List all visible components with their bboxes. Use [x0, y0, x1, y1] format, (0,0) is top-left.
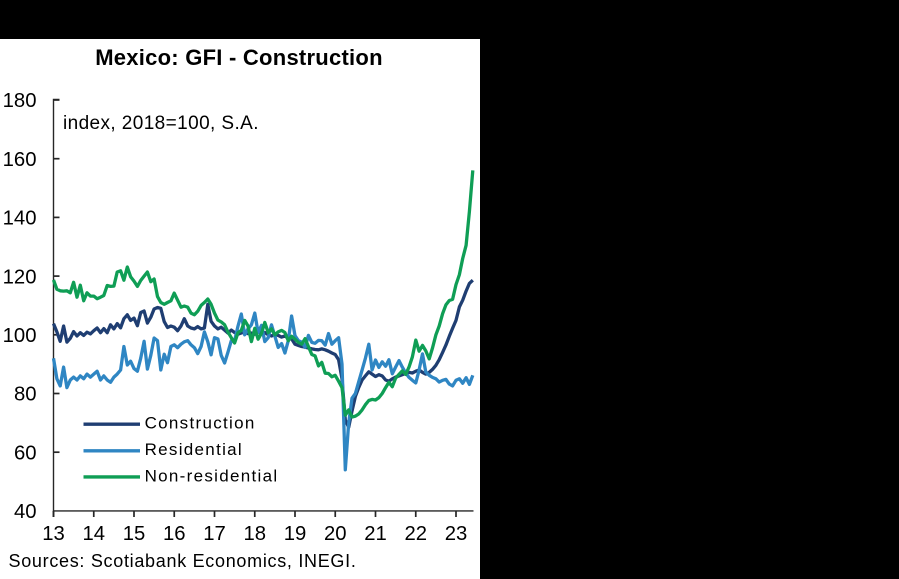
svg-text:Mexico: GFI - Construction: Mexico: GFI - Construction	[95, 45, 383, 70]
svg-text:16: 16	[163, 523, 186, 545]
svg-text:17: 17	[203, 523, 226, 545]
svg-text:15: 15	[123, 523, 146, 545]
svg-text:Construction: Construction	[145, 413, 256, 432]
svg-text:21: 21	[364, 523, 387, 545]
svg-text:180: 180	[3, 90, 37, 112]
svg-text:18: 18	[243, 523, 266, 545]
svg-text:23: 23	[445, 523, 468, 545]
svg-text:index, 2018=100, S.A.: index, 2018=100, S.A.	[63, 113, 259, 134]
svg-text:60: 60	[14, 442, 37, 464]
svg-text:140: 140	[3, 207, 37, 229]
svg-text:40: 40	[14, 501, 37, 523]
svg-text:20: 20	[324, 523, 347, 545]
svg-text:160: 160	[3, 148, 37, 170]
svg-text:22: 22	[404, 523, 427, 545]
svg-text:100: 100	[3, 325, 37, 347]
svg-text:120: 120	[3, 266, 37, 288]
svg-text:Sources: Scotiabank Economics,: Sources: Scotiabank Economics, INEGI.	[9, 550, 357, 570]
svg-text:19: 19	[284, 523, 307, 545]
svg-text:13: 13	[42, 523, 65, 545]
svg-text:Residential: Residential	[145, 440, 243, 459]
svg-text:80: 80	[14, 383, 37, 405]
svg-text:Non-residential: Non-residential	[145, 466, 279, 485]
svg-text:14: 14	[82, 523, 105, 545]
